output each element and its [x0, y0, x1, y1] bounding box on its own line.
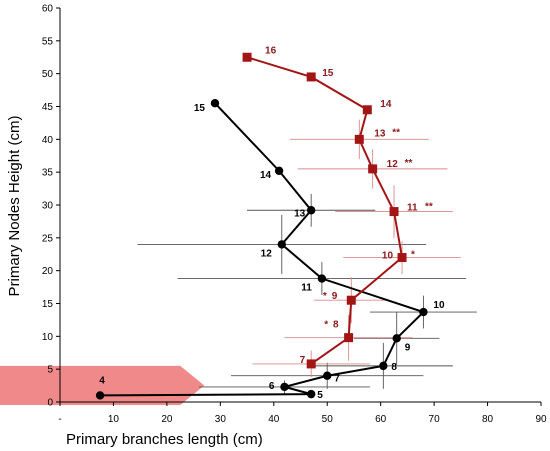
x-tick-label: -: [58, 414, 61, 425]
x-tick-label: 80: [482, 414, 494, 425]
y-tick-label: 15: [42, 299, 54, 310]
data-point-square: [389, 207, 399, 217]
point-label: 5: [317, 390, 323, 401]
data-point-square: [368, 164, 378, 174]
y-tick-label: 50: [42, 69, 54, 80]
point-label: 12: [261, 248, 273, 259]
y-axis-title: Primary Nodes Height (cm): [6, 116, 23, 297]
x-tick-label: 90: [535, 414, 547, 425]
data-point-circle: [317, 274, 327, 283]
x-axis-title: Primary branches length (cm): [66, 431, 263, 448]
point-label: 10: [433, 300, 445, 311]
point-label: 7: [334, 374, 340, 385]
data-point-square: [346, 295, 356, 305]
point-label: 9: [405, 342, 411, 353]
x-tick-label: 20: [161, 414, 173, 425]
error-bars-layer: [137, 119, 477, 394]
significance-marker: **: [425, 202, 433, 213]
series-line-red: [246, 56, 404, 365]
point-label: 8: [391, 362, 397, 373]
data-point-circle: [419, 307, 428, 317]
data-point-circle: [323, 371, 332, 380]
point-label: 12: [387, 159, 399, 170]
data-point-square: [242, 52, 252, 62]
y-tick-label: 35: [42, 168, 54, 179]
point-label: 6: [269, 381, 275, 392]
data-point-circle: [306, 389, 316, 399]
y-tick-label: 30: [42, 201, 54, 212]
axes-layer: [59, 8, 541, 403]
data-point-circle: [379, 361, 388, 371]
point-label: 10: [382, 251, 394, 262]
y-tick-label: 40: [42, 135, 54, 146]
point-label: 8: [333, 320, 339, 331]
significance-marker: *: [324, 320, 328, 331]
point-label: 13: [294, 208, 306, 219]
point-label: 4: [99, 375, 105, 386]
point-label: 16: [265, 45, 277, 56]
x-tick-label: 60: [375, 414, 387, 425]
data-point-circle: [392, 334, 401, 343]
data-point-circle: [95, 391, 105, 400]
data-point-square: [344, 333, 354, 343]
point-label: 7: [300, 355, 306, 366]
x-tick-label: 70: [429, 414, 441, 425]
x-tick-label: 50: [322, 414, 334, 425]
point-label: 11: [407, 203, 418, 214]
y-tick-label: 5: [47, 365, 53, 376]
y-tick-label: 10: [42, 332, 54, 343]
markers-layer: [95, 52, 428, 400]
significance-marker: **: [392, 127, 400, 138]
data-point-square: [397, 253, 407, 263]
point-label: 11: [301, 283, 312, 294]
data-point-square: [362, 105, 372, 115]
y-tick-label: 45: [42, 102, 54, 113]
significance-marker: *: [323, 291, 327, 302]
x-tick-label: 30: [215, 414, 227, 425]
significance-marker: **: [405, 158, 413, 169]
point-label: 9: [332, 291, 338, 302]
y-tick-label: 60: [42, 4, 54, 15]
point-label: 14: [260, 170, 272, 181]
point-label: 15: [194, 103, 206, 114]
x-tick-label: 10: [108, 414, 120, 425]
data-point-square: [354, 134, 364, 144]
data-point-circle: [210, 99, 220, 108]
data-point-circle: [274, 166, 284, 176]
data-point-circle: [277, 240, 286, 249]
y-tick-label: 0: [47, 398, 53, 409]
data-point-square: [306, 359, 316, 369]
point-label: 14: [380, 99, 392, 110]
series-lines-layer: [100, 56, 426, 397]
point-label: 15: [322, 68, 334, 79]
significance-marker: *: [411, 250, 415, 261]
data-point-circle: [280, 382, 289, 392]
y-tick-label: 55: [42, 36, 54, 47]
data-point-square: [306, 72, 316, 82]
point-label: 13: [374, 128, 386, 139]
y-tick-label: 20: [42, 266, 54, 277]
x-tick-label: 40: [268, 414, 280, 425]
data-point-circle: [306, 206, 316, 215]
series-line-black: [100, 102, 426, 397]
y-tick-label: 25: [42, 233, 54, 244]
